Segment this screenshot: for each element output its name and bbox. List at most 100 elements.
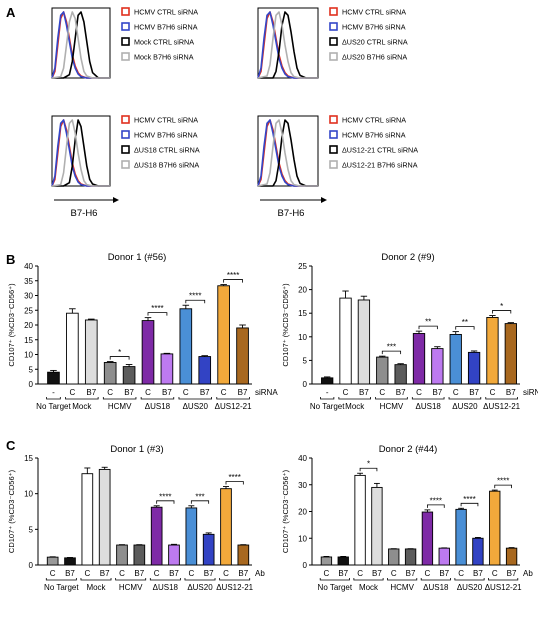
c2-y-tick-label-2: 20 (298, 508, 307, 517)
a3-legend-label-1: HCMV B7H6 siRNA (134, 131, 198, 140)
b2-group-label-5: ΔUS12-21 (483, 402, 520, 411)
a3-arrow-head (113, 197, 119, 203)
b1-bar-label-10: B7 (238, 388, 248, 397)
a1-legend-label-3: Mock B7H6 siRNA (134, 53, 194, 62)
c1-bar-5 (133, 544, 146, 566)
c2-significance-bracket-0 (359, 467, 378, 472)
c2-bar-2 (354, 474, 366, 566)
c2-y-tick-label-0: 0 (303, 561, 308, 570)
b1-bar-10 (236, 327, 249, 385)
b1-group-label-5: ΔUS12-21 (215, 402, 252, 411)
c1-bar-2 (81, 473, 94, 566)
a2-frame (257, 7, 319, 79)
b1-significance-label-1: **** (151, 304, 163, 313)
b2-significance-bracket-0 (381, 350, 402, 355)
c1-bar-label-8: C (188, 569, 194, 578)
a2-legend-label-2: ΔUS20 CTRL siRNA (342, 38, 408, 47)
c2-y-axis-label: CD107⁺ (%CD3⁻CD56⁺) (281, 469, 290, 553)
b2-significance-bracket-2 (455, 326, 475, 330)
b1-y-tick-label-3: 15 (24, 336, 33, 345)
c1-y-tick-label-1: 5 (29, 525, 34, 534)
a1-frame (51, 7, 111, 79)
a2-legend-label-3: ΔUS20 B7H6 siRNA (342, 53, 407, 62)
b1-significance-label-3: **** (227, 271, 239, 280)
b2-bar-9 (486, 316, 499, 385)
b1-bar-4 (122, 366, 136, 385)
a1-legend-swatch-0 (121, 7, 130, 16)
b2-bar-6 (431, 348, 444, 385)
b2-y-tick-label-3: 15 (298, 309, 307, 318)
a4-legend-label-2: ΔUS12-21 CTRL siRNA (342, 146, 418, 155)
c1-bar-label-3: B7 (100, 569, 110, 578)
c2-y-tick-label-1: 10 (298, 534, 307, 543)
b2-bar-8 (467, 351, 481, 385)
c2-bar-label-7: B7 (439, 569, 449, 578)
a4-legend-label-3: ΔUS12-21 B7H6 siRNA (342, 161, 418, 170)
c2-significance-bracket-1 (427, 504, 445, 508)
b2-bar-0 (321, 377, 334, 385)
b2-bar-4 (394, 364, 407, 385)
a2-legend-swatch-2 (329, 37, 338, 46)
c1-axis-tag: Ab (255, 569, 265, 578)
a4-series-line-0 (257, 119, 318, 187)
a3-series-line-2 (52, 119, 110, 187)
b1-y-tick-label-2: 10 (24, 351, 33, 360)
c2-group-bracket-5 (488, 578, 519, 581)
c2-bar-4 (388, 548, 400, 566)
b1-axis-tag: siRNA (255, 388, 278, 397)
a4-legend-label-0: HCMV CTRL siRNA (342, 116, 406, 125)
b1-bar-9 (217, 285, 230, 385)
b2-y-axis-label: CD107⁺ (%CD3⁻CD56⁺) (281, 283, 290, 367)
a4-arrow-head (321, 197, 327, 203)
c2-group-label-3: ΔUS18 (423, 583, 449, 592)
b1-bar-label-0: - (52, 388, 55, 397)
a4-legend-swatch-2 (329, 145, 338, 154)
c1-group-label-5: ΔUS12-21 (216, 583, 253, 592)
c1-bar-label-4: C (119, 569, 125, 578)
b2-group-label-3: ΔUS18 (416, 402, 442, 411)
c1-title: Donor 1 (#3) (110, 444, 163, 455)
c1-group-bracket-3 (149, 578, 181, 581)
a3-legend-swatch-0 (121, 115, 130, 124)
b2-significance-label-2: ** (462, 318, 468, 327)
c2-bar-6 (421, 511, 434, 566)
c1-bar-label-2: C (84, 569, 90, 578)
c1-group-label-2: HCMV (119, 583, 143, 592)
c1-y-axis-label: CD107⁺ (%CD3⁻CD56⁺) (7, 469, 16, 553)
b2-bar-label-1: C (343, 388, 349, 397)
a2-series-line-3 (257, 11, 318, 79)
b2-group-bracket-1 (338, 397, 372, 400)
a4-legend-swatch-0 (329, 115, 338, 124)
c1-bar-label-11: B7 (238, 569, 248, 578)
a2-legend-swatch-3 (329, 52, 338, 61)
c1-bar-10 (220, 488, 232, 566)
b1-group-label-2: HCMV (108, 402, 132, 411)
b1-group-label-1: Mock (72, 402, 92, 411)
b2-y-tick-label-2: 10 (298, 333, 307, 342)
panel-label-c: C (6, 438, 16, 453)
c2-group-label-0: No Target (318, 583, 353, 592)
c1-bar-1 (64, 557, 76, 566)
a1-legend-swatch-3 (121, 52, 130, 61)
b2-title: Donor 2 (#9) (381, 252, 434, 263)
c1-bar-label-9: B7 (204, 569, 214, 578)
b2-group-bracket-3 (411, 397, 445, 400)
c2-group-bracket-0 (319, 578, 350, 581)
a4-frame (257, 115, 319, 187)
c2-title: Donor 2 (#44) (379, 444, 438, 455)
a3-legend-label-3: ΔUS18 B7H6 siRNA (134, 161, 199, 170)
a2-legend-label-1: HCMV B7H6 siRNA (342, 23, 406, 32)
b2-bar-5 (412, 333, 426, 385)
b2-group-label-1: Mock (345, 402, 365, 411)
b1-bar-7 (179, 308, 193, 385)
c2-group-bracket-1 (353, 578, 384, 581)
b1-bar-2 (84, 319, 98, 385)
c1-bar-3 (98, 468, 111, 566)
b2-group-label-2: HCMV (380, 402, 404, 411)
a3-legend-label-0: HCMV CTRL siRNA (134, 116, 198, 125)
b1-group-bracket-2 (102, 397, 137, 400)
c2-bar-11 (505, 547, 518, 566)
panel-label-b: B (6, 252, 15, 267)
c1-bar-label-7: B7 (169, 569, 179, 578)
c1-bar-label-6: C (154, 569, 160, 578)
